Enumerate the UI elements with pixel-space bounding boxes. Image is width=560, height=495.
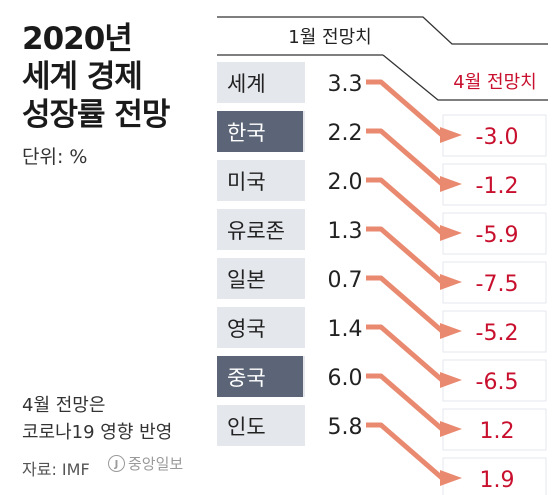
arrow-head	[440, 176, 462, 192]
column-header-apr: 4월 전망치	[453, 72, 536, 93]
arrow-head	[440, 323, 462, 339]
change-arrow	[366, 79, 444, 137]
apr-value: -5.2	[476, 321, 519, 346]
jan-value: 3.3	[328, 72, 363, 97]
country-cell	[217, 160, 303, 201]
apr-value: -7.5	[476, 272, 519, 297]
jan-value: 0.7	[328, 268, 363, 293]
change-arrow	[366, 422, 444, 480]
apr-cell	[442, 457, 547, 495]
country-label: 일본	[227, 268, 266, 292]
country-cell	[217, 62, 303, 103]
apr-value: 1.9	[480, 468, 515, 493]
country-label: 미국	[227, 170, 266, 194]
jan-value: 5.8	[328, 415, 363, 440]
source-label: 자료: IMF	[22, 460, 90, 479]
country-label: 유로존	[227, 219, 285, 243]
country-label: 세계	[227, 72, 266, 96]
country-cell	[217, 356, 303, 397]
apr-value: -6.5	[476, 370, 519, 395]
country-cell	[217, 405, 303, 446]
jan-value: 1.4	[328, 317, 363, 342]
country-cell	[217, 209, 303, 250]
logo-icon: J	[108, 455, 125, 472]
change-arrow	[366, 177, 444, 235]
jan-value: 1.3	[328, 219, 363, 244]
apr-value: -1.2	[476, 174, 519, 199]
apr-value: -5.9	[476, 223, 519, 248]
apr-value: -3.0	[476, 125, 519, 150]
jan-value: 2.0	[328, 170, 363, 195]
country-cell	[217, 111, 303, 152]
chart-title: 2020년 세계 경제 성장률 전망	[22, 21, 170, 133]
country-label: 인도	[227, 415, 266, 439]
country-cell	[217, 307, 303, 348]
column-header-jan: 1월 전망치	[288, 27, 371, 48]
publisher-logo: J 중앙일보	[108, 453, 183, 474]
change-arrow	[366, 226, 444, 284]
apr-cell	[442, 114, 547, 157]
country-label: 영국	[227, 317, 266, 341]
change-arrow	[366, 324, 444, 382]
arrow-head	[440, 421, 462, 437]
header-underline-right	[382, 54, 548, 101]
change-arrow	[366, 128, 444, 186]
arrow-head	[440, 274, 462, 290]
change-arrow	[366, 373, 444, 431]
arrow-head	[440, 470, 462, 486]
unit-label: 단위: %	[22, 146, 88, 168]
arrow-head	[440, 372, 462, 388]
arrow-head	[440, 127, 462, 143]
jan-value: 2.2	[328, 121, 363, 146]
country-cell	[217, 258, 303, 299]
country-label: 중국	[227, 366, 266, 390]
header-rule	[217, 16, 548, 45]
arrow-head	[440, 225, 462, 241]
logo-text: 중앙일보	[128, 455, 184, 473]
footnote: 4월 전망은 코로나19 영향 반영	[22, 395, 173, 443]
jan-value: 6.0	[328, 366, 363, 391]
apr-value: 1.2	[480, 419, 515, 444]
country-label: 한국	[227, 121, 266, 145]
change-arrow	[366, 275, 444, 333]
